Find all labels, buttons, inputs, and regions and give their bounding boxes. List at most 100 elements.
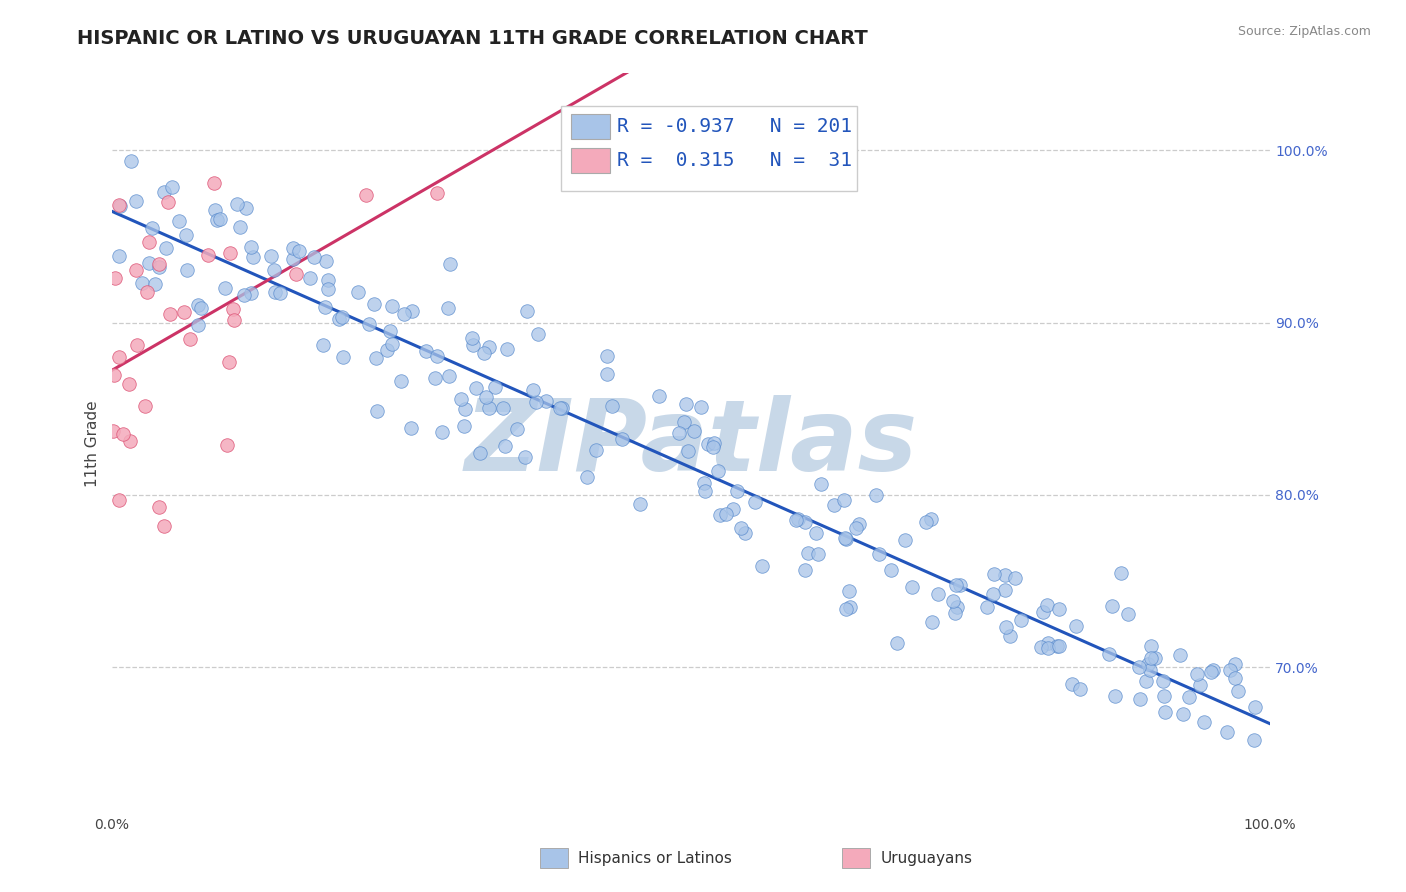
Point xyxy=(392,307,415,321)
Point xyxy=(138,256,160,270)
Point xyxy=(994,583,1017,598)
Point xyxy=(602,399,624,413)
Point xyxy=(190,301,212,315)
Point xyxy=(264,285,287,300)
Point xyxy=(347,285,370,299)
Point xyxy=(439,369,461,384)
Point xyxy=(515,450,537,465)
Point xyxy=(415,343,437,358)
Point xyxy=(886,636,908,650)
Point xyxy=(927,587,949,601)
Point xyxy=(675,397,697,411)
Point xyxy=(174,227,197,242)
Point xyxy=(314,300,336,314)
Point xyxy=(1199,665,1222,679)
Point xyxy=(214,281,236,295)
Point xyxy=(1045,640,1067,654)
Point xyxy=(328,311,350,326)
Point xyxy=(148,260,170,274)
Point xyxy=(359,318,381,332)
Point xyxy=(381,299,404,313)
Point xyxy=(173,305,195,319)
Point xyxy=(461,337,484,351)
Point xyxy=(125,337,148,351)
Point xyxy=(1243,733,1265,747)
Point xyxy=(134,399,156,413)
Point xyxy=(269,285,291,300)
Point xyxy=(389,375,412,389)
Point xyxy=(1137,657,1160,672)
Point xyxy=(804,525,827,540)
FancyBboxPatch shape xyxy=(571,148,610,173)
Y-axis label: 11th Grade: 11th Grade xyxy=(86,400,100,486)
Point xyxy=(363,297,385,311)
Point xyxy=(426,349,449,363)
Point xyxy=(1154,705,1177,719)
Point xyxy=(364,351,387,366)
Point xyxy=(157,195,180,210)
Point xyxy=(709,508,731,523)
Text: R =  0.315   N =  31: R = 0.315 N = 31 xyxy=(617,151,852,169)
Point xyxy=(725,484,748,499)
FancyBboxPatch shape xyxy=(561,106,856,192)
Point xyxy=(893,533,915,547)
Point xyxy=(205,212,228,227)
Point xyxy=(153,185,176,199)
Point xyxy=(1047,639,1070,653)
Point xyxy=(692,475,714,490)
Point xyxy=(187,318,209,332)
Point xyxy=(505,422,527,436)
Point xyxy=(332,351,354,365)
Point xyxy=(921,615,943,629)
Point xyxy=(281,252,304,266)
Point xyxy=(721,501,744,516)
Point xyxy=(690,400,713,414)
Point xyxy=(527,326,550,341)
Point xyxy=(465,381,488,395)
Point xyxy=(1111,566,1133,581)
Point xyxy=(218,246,240,260)
Point xyxy=(111,426,134,441)
Point xyxy=(160,179,183,194)
Point xyxy=(1101,599,1123,614)
Point xyxy=(1185,667,1208,681)
Point xyxy=(450,392,472,406)
Point xyxy=(1031,640,1053,655)
Point xyxy=(263,263,285,277)
Point xyxy=(1004,571,1026,585)
Point xyxy=(834,493,856,508)
Point xyxy=(496,342,519,356)
Point xyxy=(159,307,181,321)
Point xyxy=(734,526,756,541)
Point xyxy=(478,401,501,416)
Point xyxy=(1143,651,1166,665)
Point xyxy=(848,516,870,531)
Point xyxy=(475,390,498,404)
Point xyxy=(104,271,127,285)
Point xyxy=(1010,613,1032,627)
Point xyxy=(1202,663,1225,677)
Point xyxy=(375,343,398,358)
Point xyxy=(981,587,1004,601)
Point xyxy=(1140,639,1163,653)
Point xyxy=(179,332,201,346)
Point xyxy=(143,277,166,292)
Point xyxy=(1036,640,1059,655)
Point xyxy=(152,519,174,533)
Point xyxy=(1226,684,1249,698)
Point xyxy=(492,401,515,416)
Point xyxy=(1223,671,1246,685)
Point xyxy=(834,532,856,546)
Point xyxy=(108,350,131,364)
Point xyxy=(316,282,339,296)
Point xyxy=(208,211,231,226)
Point xyxy=(136,285,159,299)
Point xyxy=(516,304,538,318)
Point xyxy=(176,262,198,277)
Point xyxy=(920,512,942,526)
Point xyxy=(235,202,257,216)
Point xyxy=(1140,650,1163,665)
Point xyxy=(1152,674,1174,689)
Point xyxy=(436,301,458,315)
Point xyxy=(1116,607,1139,621)
